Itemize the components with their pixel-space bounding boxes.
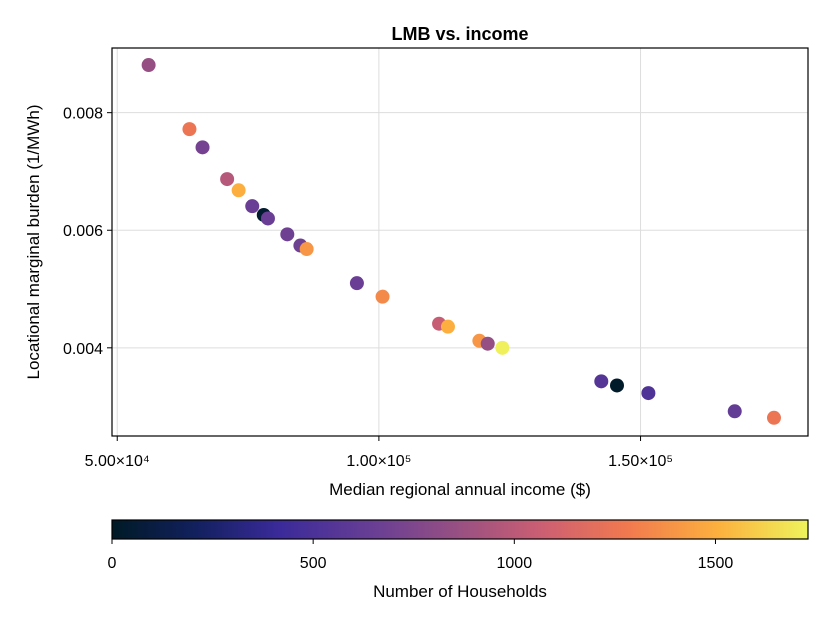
colorbar — [111, 519, 809, 540]
data-point — [299, 242, 314, 257]
data-point — [231, 183, 246, 198]
y-tick-label: 0.008 — [63, 106, 103, 123]
colorbar-tick-label: 0 — [108, 555, 117, 572]
colorbar-label: Number of Households — [373, 582, 547, 601]
data-point — [641, 386, 656, 401]
gridlines — [112, 48, 808, 436]
y-axis-ticks: 0.004 0.006 0.008 — [63, 106, 112, 358]
data-points — [141, 58, 781, 425]
data-point — [480, 336, 495, 351]
colorbar-tick-label: 500 — [300, 555, 327, 572]
data-point — [260, 211, 275, 226]
data-point — [220, 172, 235, 187]
data-point — [609, 378, 624, 393]
data-point — [195, 140, 210, 155]
x-axis-label: Median regional annual income ($) — [329, 480, 591, 499]
colorbar-tick-label: 1000 — [497, 555, 533, 572]
y-axis-label: Locational marginal burden (1/MWh) — [24, 105, 43, 380]
data-point — [594, 374, 609, 389]
data-point — [766, 410, 781, 425]
data-point — [280, 227, 295, 242]
data-point — [440, 319, 455, 334]
data-point — [349, 276, 364, 291]
colorbar-tick-label: 1500 — [698, 555, 734, 572]
x-axis-ticks: 5.00×10⁴ 1.00×10⁵ 1.50×10⁵ — [85, 436, 673, 470]
plot-frame — [111, 47, 809, 437]
chart-title: LMB vs. income — [391, 24, 528, 44]
data-point — [245, 199, 260, 214]
data-point — [182, 122, 197, 137]
y-tick-label: 0.004 — [63, 341, 103, 358]
x-tick-label: 5.00×10⁴ — [85, 453, 150, 470]
x-tick-label: 1.50×10⁵ — [608, 453, 673, 470]
colorbar-ticks: 0 500 1000 1500 — [108, 539, 734, 572]
y-tick-label: 0.006 — [63, 223, 103, 240]
data-point — [141, 58, 156, 73]
data-point — [375, 289, 390, 304]
data-point — [727, 404, 742, 419]
x-tick-label: 1.00×10⁵ — [346, 453, 411, 470]
data-point — [495, 340, 510, 355]
